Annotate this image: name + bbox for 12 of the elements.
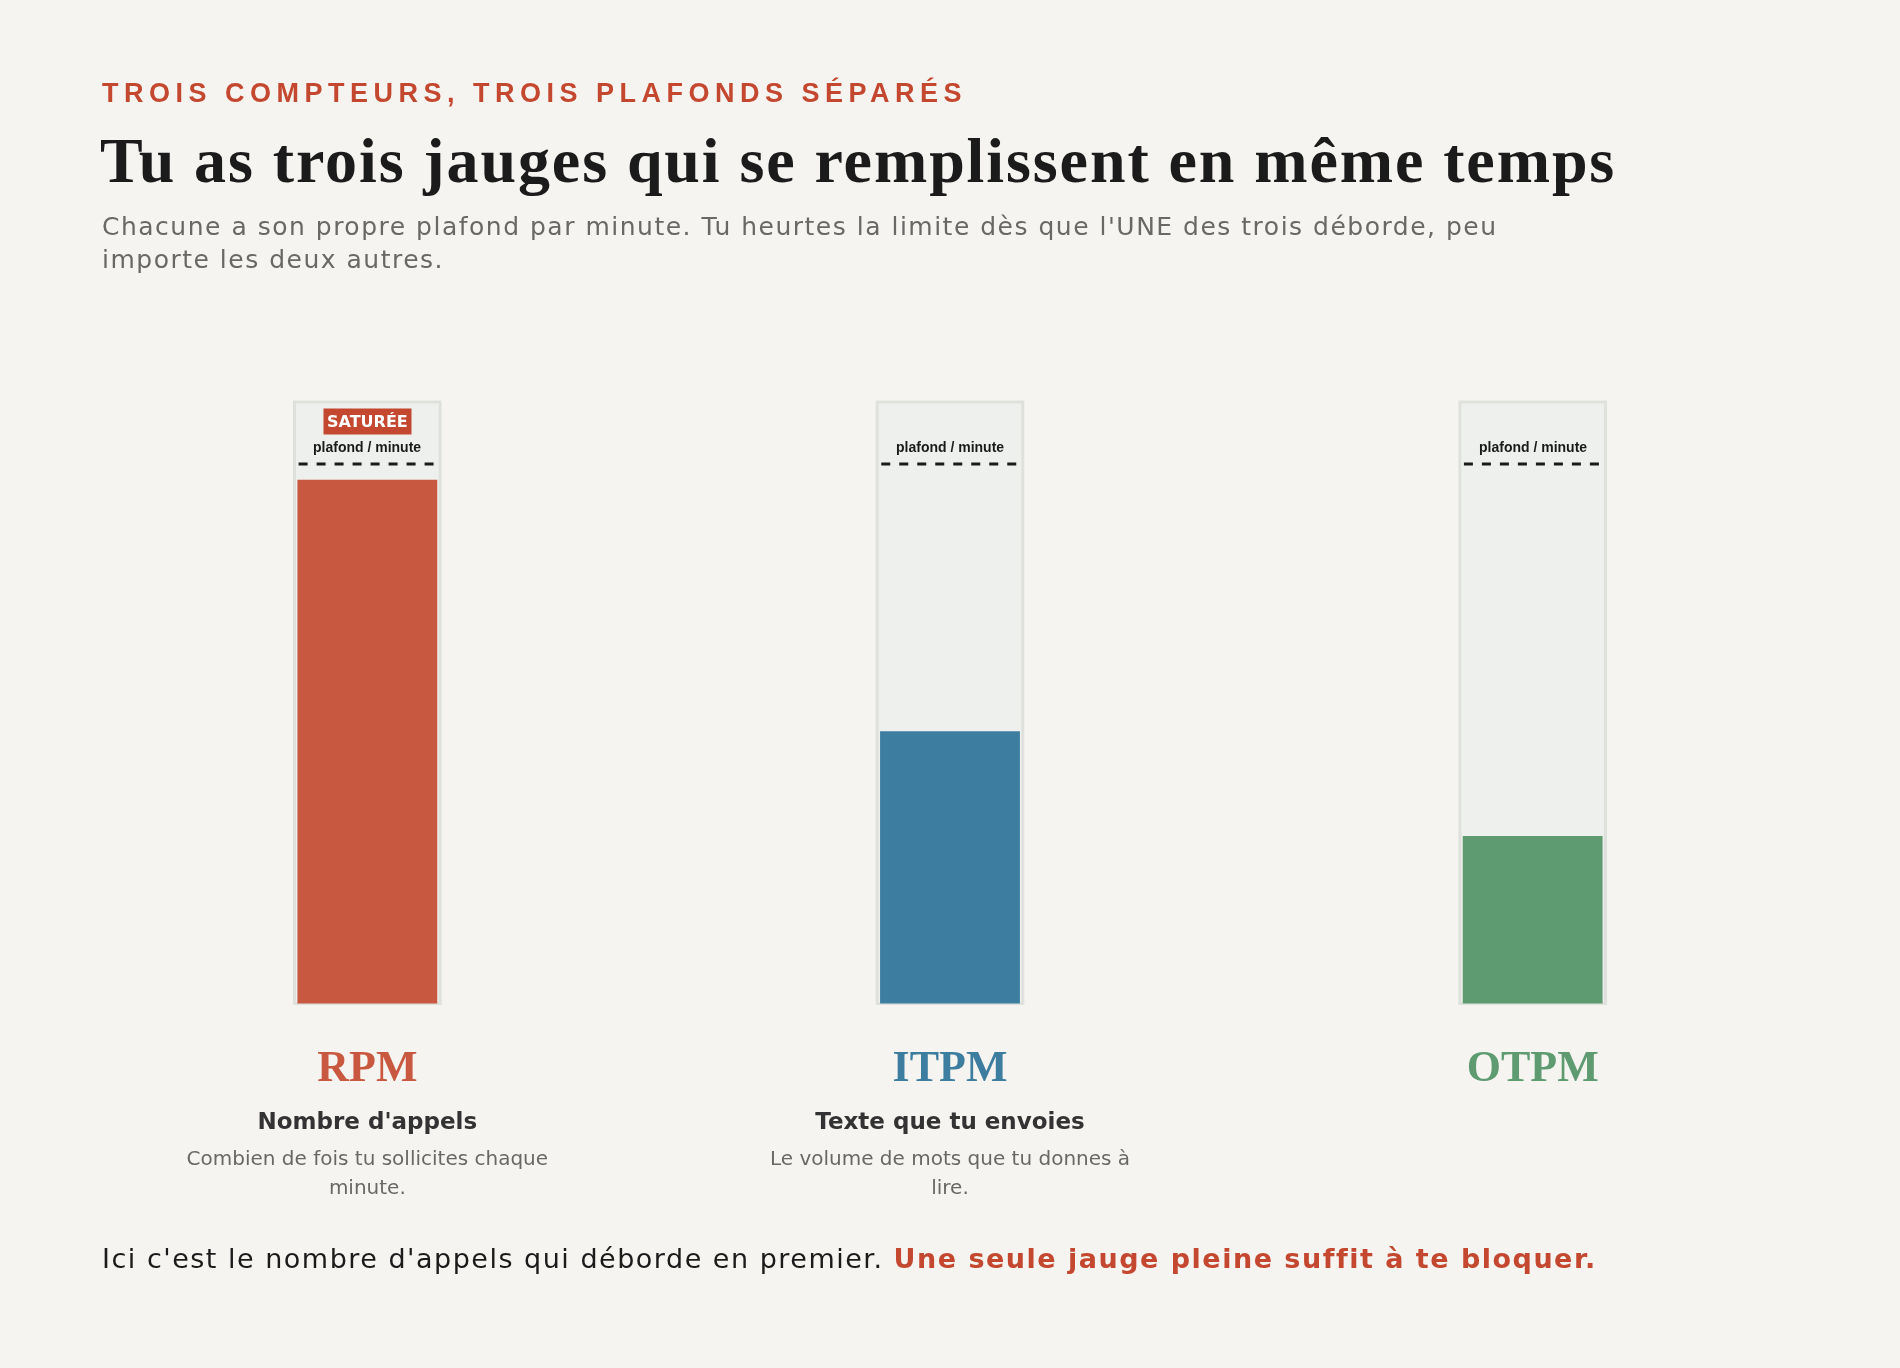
text: Ici c'est le nombre d'appels qui déborde en premier. bbox=[102, 1243, 884, 1274]
x-tick-label: OTPM bbox=[1466, 1042, 1599, 1091]
text: Une seule jauge pleine suffit à te bloquer. bbox=[893, 1243, 1597, 1274]
text: plafond / minute bbox=[1479, 439, 1588, 455]
x-tick-label: RPM Nombre d'appels Combien de fois tu sollicites chaque minute. bbox=[186, 1042, 549, 1199]
annotation: SATURÉE bbox=[327, 412, 408, 431]
chart-subtitle: Chacune a son propre plafond par minute. Tu heurtes la limite dès que l'UNE des trois déborde, peu importe les deux autres. bbox=[102, 211, 1499, 276]
ref-line-label: plafond / minute bbox=[313, 439, 422, 455]
text: plafond / minute bbox=[896, 439, 1005, 455]
x-tick-label: ITPM Texte que tu envoies Le volume de mots que tu donnes à lire. bbox=[769, 1042, 1131, 1199]
chart-title: Tu as trois jauges qui se remplissent en même temps bbox=[100, 124, 1617, 198]
text: TROIS COMPTEURS, TROIS PLAFONDS SÉPARÉS bbox=[102, 78, 968, 109]
